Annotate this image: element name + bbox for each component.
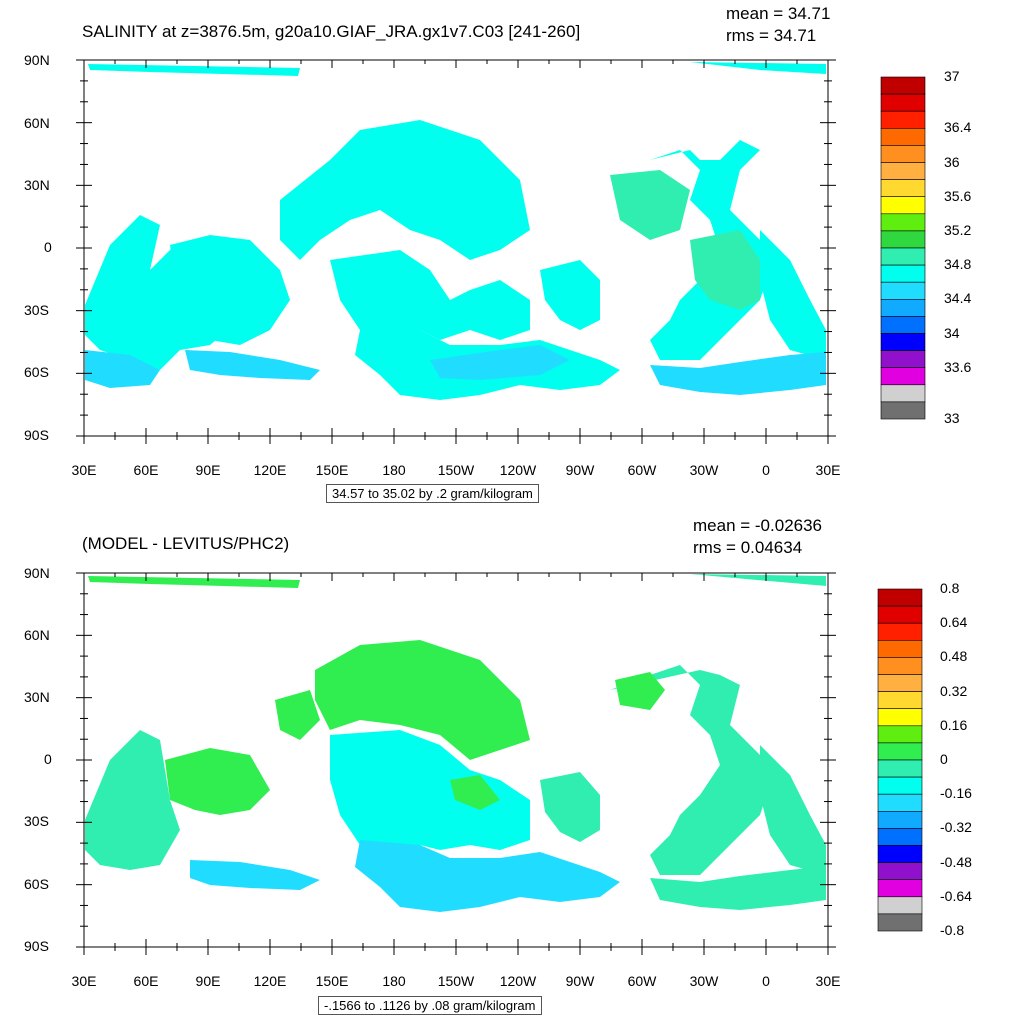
- top-colorbar-label: 35.2: [944, 221, 972, 238]
- bottom-lon-label: 90W: [565, 973, 595, 989]
- top-lon-label: 60W: [627, 462, 657, 478]
- bottom-lat-label: 90S: [24, 938, 49, 954]
- bottom-lon-label: 120E: [253, 973, 287, 989]
- top-lon-label: 120E: [253, 462, 287, 478]
- top-colorbar-swatch: [880, 93, 926, 112]
- bottom-lon-label: 30W: [689, 973, 719, 989]
- top-colorbar-swatch: [880, 196, 926, 215]
- top-lon-label: 150W: [437, 462, 475, 478]
- top-lat-label: 0: [44, 239, 52, 255]
- bottom-lon-label: 30E: [815, 973, 841, 989]
- top-lon-label: 180: [382, 462, 406, 478]
- top-lon-label: 30E: [815, 462, 841, 478]
- bottom-contour-range: -.1566 to .1126 by .08 gram/kilogram: [318, 996, 542, 1015]
- top-lat-label: 90S: [24, 427, 49, 443]
- bottom-colorbar-label: 0: [940, 751, 948, 767]
- bottom-lat-label: 0: [44, 751, 52, 767]
- top-title: SALINITY at z=3876.5m, g20a10.GIAF_JRA.g…: [82, 22, 581, 41]
- top-colorbar-swatch: [880, 264, 926, 283]
- top-colorbar-swatch: [880, 281, 926, 300]
- top-lon-label: 30W: [689, 462, 719, 478]
- top-colorbar-swatch: [880, 333, 926, 351]
- bottom-title: (MODEL - LEVITUS/PHC2): [82, 534, 290, 553]
- top-colorbar-label: 36.4: [944, 119, 972, 136]
- bottom-lat-label: 60S: [24, 876, 49, 892]
- top-lat-label: 60S: [24, 364, 49, 380]
- bottom-lon-label: 60E: [133, 973, 159, 989]
- top-colorbar-swatch: [880, 384, 926, 403]
- bottom-colorbar-label: 0.48: [940, 648, 968, 665]
- top-lon-label: 120W: [499, 462, 537, 478]
- top-colorbar-swatch: [880, 230, 926, 249]
- top-ocean-fill: [85, 62, 826, 400]
- top-colorbar-swatch: [880, 213, 926, 232]
- top-colorbar-swatch: [880, 350, 926, 369]
- top-lat-label: 30N: [24, 177, 50, 193]
- top-colorbar-swatch: [880, 247, 926, 266]
- top-colorbar-swatch: [880, 162, 926, 180]
- bottom-lon-label: 150E: [315, 973, 349, 989]
- top-mean: mean = 34.71: [726, 4, 831, 23]
- top-lon-label: 90E: [195, 462, 221, 478]
- bottom-colorbar-label: -0.8: [940, 922, 965, 938]
- bottom-lon-label: 120W: [499, 973, 537, 989]
- bottom-lon-label: 30E: [71, 973, 97, 989]
- top-colorbar-swatch: [880, 367, 926, 386]
- top-colorbar-label: 33: [944, 410, 960, 426]
- bottom-lon-label: 90E: [195, 973, 221, 989]
- bottom-lat-label: 90N: [24, 565, 50, 581]
- bottom-colorbar-label: -0.16: [940, 785, 972, 802]
- top-lat-label: 60N: [24, 115, 50, 131]
- bottom-lat-label: 30N: [24, 689, 50, 705]
- top-colorbar-swatch: [880, 179, 926, 198]
- top-colorbar-label: 37: [944, 68, 960, 84]
- bottom-rms: rms = 0.04634: [693, 538, 803, 557]
- bottom-colorbar-label: 0.8: [940, 580, 960, 596]
- bottom-colorbar-label: -0.32: [940, 819, 972, 836]
- top-lat-label: 30S: [24, 302, 49, 318]
- top-colorbar-label: 34.8: [944, 256, 972, 273]
- top-lon-label: 60E: [133, 462, 159, 478]
- bottom-lon-label: 180: [382, 973, 406, 989]
- bottom-colorbar-label: 0.64: [940, 614, 968, 631]
- bottom-lat-label: 60N: [24, 627, 50, 643]
- bottom-mean: mean = -0.02636: [693, 516, 823, 535]
- top-colorbar-label: 33.6: [944, 358, 972, 375]
- bottom-lon-label: 0: [762, 973, 770, 989]
- top-lon-label: 150E: [315, 462, 349, 478]
- top-lon-label: 0: [762, 462, 770, 478]
- bottom-lat-label: 30S: [24, 813, 49, 829]
- top-colorbar: [880, 76, 926, 420]
- top-colorbar-swatch: [880, 298, 926, 317]
- bottom-colorbar-label: -0.48: [940, 853, 972, 870]
- top-colorbar-label: 34: [944, 324, 960, 341]
- bottom-colorbar-label: 0.32: [940, 682, 968, 699]
- top-lat-label: 90N: [24, 52, 50, 68]
- top-colorbar-swatch: [880, 145, 926, 163]
- top-rms: rms = 34.71: [726, 26, 817, 45]
- bottom-lon-label: 150W: [437, 973, 475, 989]
- top-contour-range: 34.57 to 35.02 by .2 gram/kilogram: [326, 484, 539, 503]
- top-colorbar-swatch: [880, 401, 926, 420]
- bottom-colorbar-label: -0.64: [940, 887, 972, 904]
- bottom-lon-label: 60W: [627, 973, 657, 989]
- top-lon-label: 90W: [565, 462, 595, 478]
- bottom-colorbar-label: 0.16: [940, 716, 968, 733]
- top-colorbar-label: 35.6: [944, 187, 972, 204]
- top-colorbar-label: 36: [944, 153, 960, 170]
- top-colorbar-swatch: [880, 128, 926, 146]
- top-colorbar-label: 34.4: [944, 290, 972, 307]
- top-lon-label: 30E: [71, 462, 97, 478]
- top-colorbar-swatch: [880, 76, 926, 95]
- top-colorbar-swatch: [880, 110, 926, 129]
- top-colorbar-swatch: [880, 316, 926, 334]
